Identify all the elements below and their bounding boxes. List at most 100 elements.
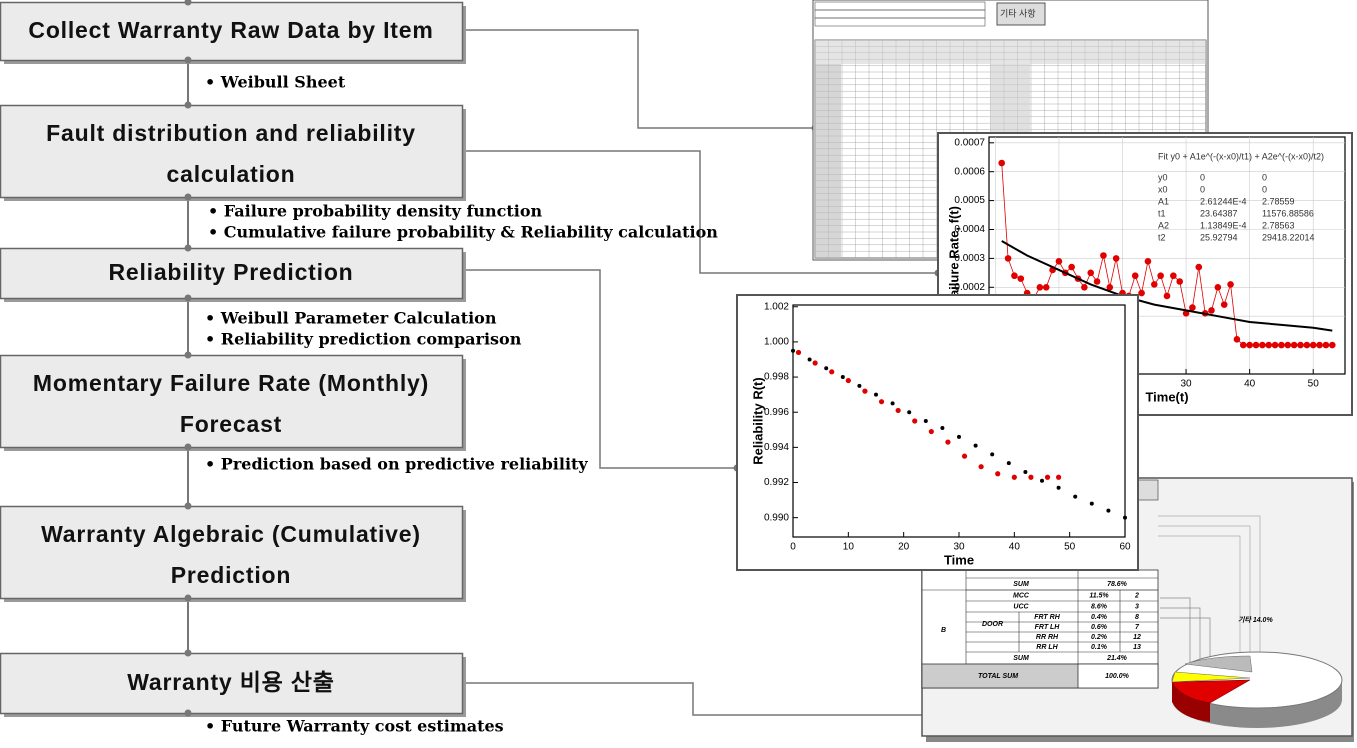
connector-dot	[184, 709, 192, 717]
row-share: 11.5%	[1089, 592, 1109, 599]
y-axis-label: Reliability R(t)	[750, 377, 765, 464]
step-box	[0, 505, 464, 600]
note: • Weibull Sheet	[205, 73, 346, 92]
data-point	[824, 366, 829, 371]
fit-cell: 0	[1200, 184, 1205, 194]
fit-cell: 2.78559	[1262, 196, 1295, 206]
connector-dot	[184, 594, 192, 602]
step-label: Fault distribution and reliability	[46, 120, 416, 146]
y-tick-label: 0.992	[764, 477, 789, 488]
connector-dot	[184, 294, 192, 302]
pie-label: 기타 14.0%	[1238, 616, 1273, 624]
connector-dot	[184, 56, 192, 64]
connector	[462, 269, 737, 469]
data-point	[1163, 292, 1171, 300]
fit-title: Fit y0 + A1e^(-(x-x0)/t1) + A2e^(-(x-x0)…	[1158, 151, 1324, 161]
series-line	[1001, 240, 1333, 332]
row-rank: 8	[1135, 614, 1139, 621]
data-point	[1131, 272, 1139, 280]
step-box	[0, 652, 464, 715]
connector-dot	[184, 351, 192, 359]
y-tick-label: 1.002	[764, 301, 789, 312]
x-tick-label: 20	[898, 542, 910, 553]
y-tick-label: 1.000	[764, 337, 789, 348]
data-point	[791, 348, 795, 353]
data-point	[940, 426, 945, 431]
data-point	[912, 418, 918, 424]
sheet-shade	[815, 40, 1206, 64]
data-point	[829, 369, 835, 375]
fit-cell: 0	[1262, 172, 1267, 182]
row-share: 78.6%	[1107, 581, 1128, 588]
connector	[462, 682, 925, 716]
data-point	[928, 428, 934, 435]
connector-dot	[184, 193, 192, 201]
step-box	[0, 247, 464, 300]
data-point	[1150, 281, 1158, 288]
connector-dot	[184, 101, 192, 109]
data-point	[1170, 272, 1177, 280]
step-label: Momentary Failure Rate (Monthly)	[33, 370, 429, 396]
x-tick-label: 60	[1119, 542, 1131, 553]
data-point	[1233, 336, 1241, 343]
data-point	[1303, 341, 1311, 349]
data-point	[845, 377, 851, 384]
data-point	[945, 439, 951, 445]
data-point	[1023, 469, 1028, 474]
data-point	[1322, 341, 1330, 349]
data-point	[1028, 474, 1034, 480]
table-total-val	[1077, 663, 1159, 689]
note: • Weibull Parameter Calculation	[205, 309, 497, 328]
y-tick-label: 0.998	[764, 372, 789, 383]
y-axis-label: Failure Rate, f(t)	[946, 206, 961, 305]
data-point	[1106, 508, 1111, 513]
data-point	[1042, 283, 1050, 291]
data-point	[1011, 272, 1018, 280]
row-label: FRT RH	[1034, 614, 1060, 621]
x-tick-label: 50	[1064, 542, 1076, 553]
row-share: 21.4%	[1106, 655, 1128, 662]
step-label: Prediction	[171, 562, 291, 588]
data-point	[1220, 301, 1228, 308]
connector-dot	[184, 649, 192, 657]
note: • Future Warranty cost estimates	[205, 717, 504, 736]
data-point	[1036, 283, 1044, 291]
connector	[462, 150, 938, 274]
total-value: 100.0%	[1105, 673, 1130, 680]
row-label: RR RH	[1036, 634, 1059, 641]
row-label: RR LH	[1036, 644, 1058, 651]
x-tick-label: 0	[790, 542, 796, 553]
data-point	[840, 375, 845, 380]
x-tick-label: 30	[953, 542, 965, 553]
data-point	[907, 410, 912, 415]
row-share: 0.6%	[1091, 624, 1108, 631]
data-point	[890, 401, 895, 406]
y-tick-label: 0.0005	[954, 195, 985, 206]
data-point	[990, 452, 995, 457]
fit-cell: t2	[1158, 232, 1166, 242]
row-rank: 13	[1133, 644, 1141, 651]
data-point	[1068, 263, 1075, 271]
data-point	[1157, 272, 1164, 280]
data-point	[1087, 269, 1095, 277]
data-point	[1089, 501, 1094, 506]
data-point	[1290, 341, 1298, 349]
data-point	[1297, 341, 1304, 349]
step-label: Warranty Algebraic (Cumulative)	[41, 521, 421, 547]
fit-cell: 11576.88586	[1262, 208, 1314, 218]
data-point	[1265, 341, 1273, 349]
step-box	[0, 104, 464, 199]
plot-area	[792, 304, 1126, 538]
data-point	[1309, 341, 1317, 349]
data-point	[1227, 281, 1234, 288]
x-tick-label: 10	[843, 542, 855, 553]
leader-line	[1160, 597, 1191, 670]
data-point	[973, 443, 978, 448]
data-point	[1056, 485, 1061, 490]
x-tick-label: 50	[1308, 379, 1320, 390]
x-tick-label: 40	[1244, 379, 1256, 390]
fit-cell: y0	[1158, 172, 1168, 182]
data-point	[878, 399, 885, 405]
step-box	[0, 1, 464, 62]
step-box	[0, 354, 464, 449]
